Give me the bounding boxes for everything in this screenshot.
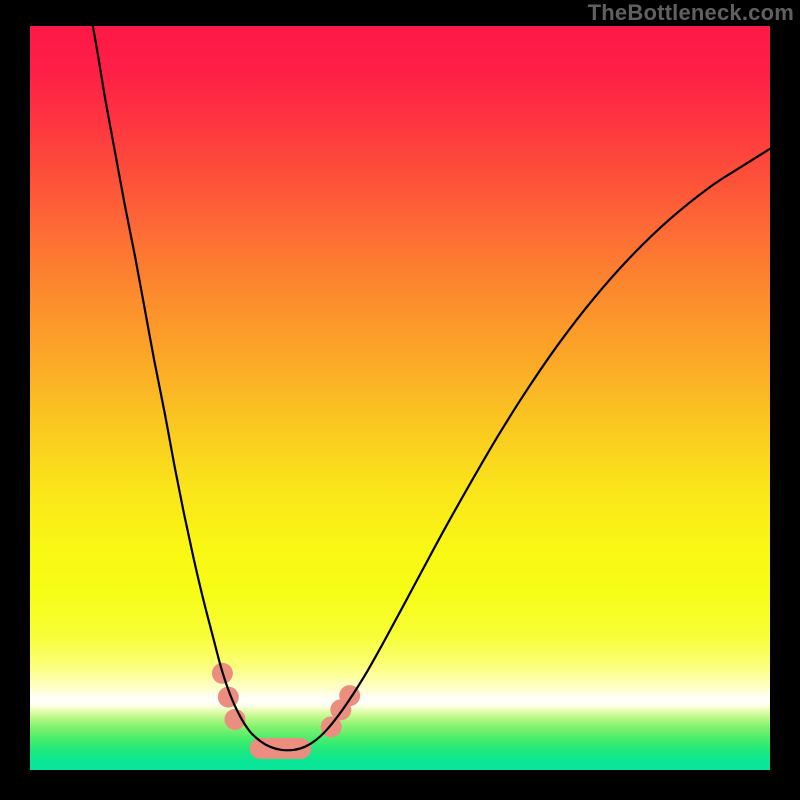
chart-background <box>30 26 770 770</box>
watermark-text: TheBottleneck.com <box>588 0 794 26</box>
canvas: TheBottleneck.com <box>0 0 800 800</box>
bottleneck-chart <box>30 26 770 770</box>
